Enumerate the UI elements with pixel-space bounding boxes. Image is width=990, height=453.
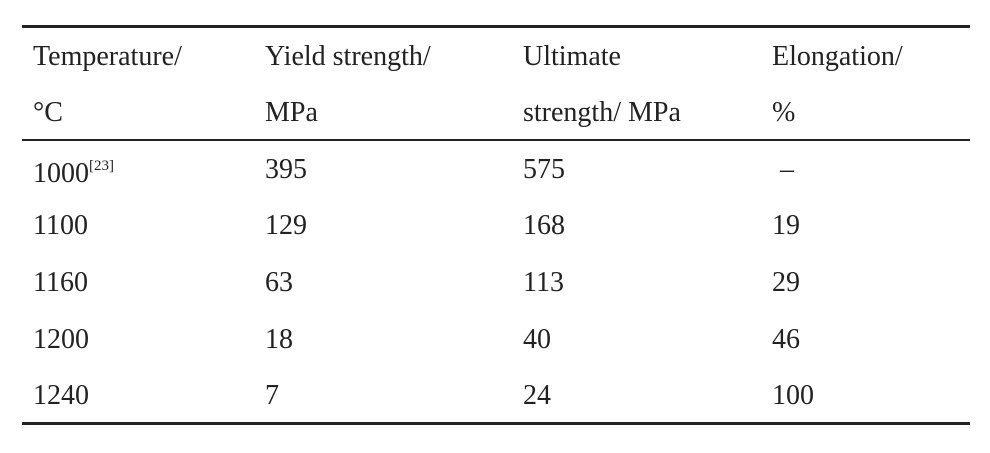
cell-text: 129	[265, 210, 307, 241]
header-text: Temperature/	[33, 41, 182, 72]
cell-text: 1200	[33, 324, 89, 355]
bottom-rule	[22, 422, 970, 425]
cell-text: 113	[523, 267, 564, 298]
cell-value: 1000	[33, 158, 89, 189]
citation: [23]	[89, 158, 114, 174]
header-text: Ultimate	[523, 41, 621, 72]
cell-text: 46	[772, 324, 800, 355]
cell-text: 1000[23]	[33, 150, 114, 190]
cell-text: –	[780, 154, 794, 185]
cell-text: 40	[523, 324, 551, 355]
top-rule	[22, 25, 970, 28]
cell-text: 395	[265, 154, 307, 185]
cell-text: 168	[523, 210, 565, 241]
cell-text: 1160	[33, 267, 88, 298]
header-text: Elongation/	[772, 41, 903, 72]
cell-text: 100	[772, 380, 814, 411]
cell-text: 575	[523, 154, 565, 185]
cell-text: 29	[772, 267, 800, 298]
cell-text: 24	[523, 380, 551, 411]
header-text: MPa	[265, 97, 318, 128]
header-text: strength/ MPa	[523, 97, 681, 128]
header-text: %	[772, 97, 796, 128]
cell-text: 19	[772, 210, 800, 241]
cell-text: 7	[265, 380, 279, 411]
cell-text: 1240	[33, 380, 89, 411]
header-rule	[22, 139, 970, 141]
header-text: °C	[33, 97, 63, 128]
header-text: Yield strength/	[265, 41, 431, 72]
cell-text: 1100	[33, 210, 88, 241]
cell-text: 63	[265, 267, 293, 298]
cell-text: 18	[265, 324, 293, 355]
